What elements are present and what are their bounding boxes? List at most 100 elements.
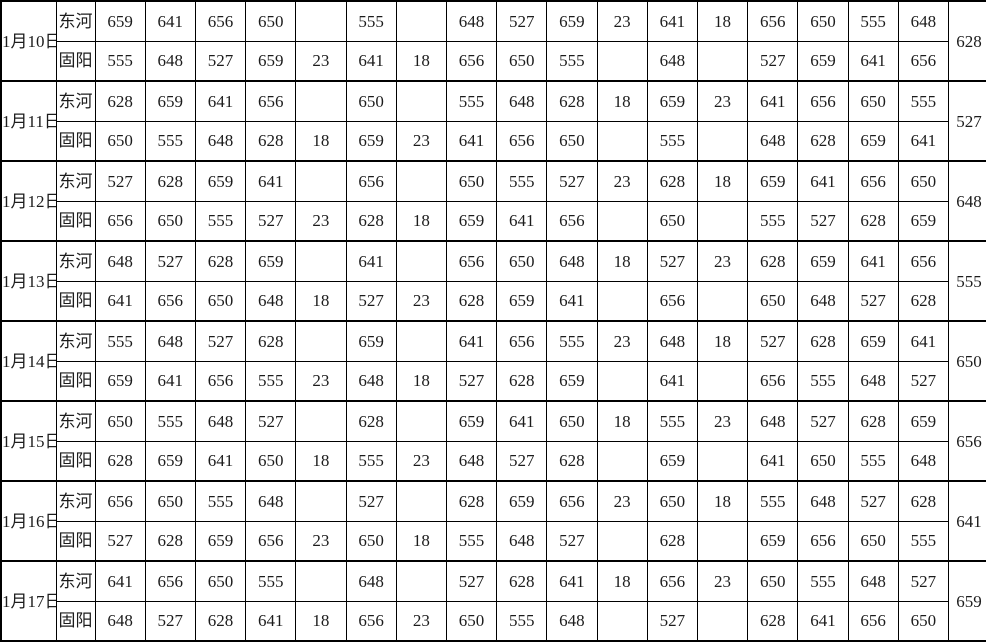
value-cell: 659 (798, 41, 848, 81)
value-cell: 648 (748, 121, 798, 161)
value-cell: 659 (246, 41, 296, 81)
value-cell: 656 (195, 1, 245, 41)
value-cell: 656 (898, 41, 948, 81)
value-cell: 648 (346, 561, 396, 601)
value-cell: 648 (647, 41, 697, 81)
value-cell: 656 (547, 201, 597, 241)
date-cell: 1月16日 (1, 481, 56, 561)
value-cell: 641 (497, 401, 547, 441)
value-cell: 23 (396, 281, 446, 321)
value-cell: 18 (697, 321, 747, 361)
site-label-cell: 固阳 (56, 521, 95, 561)
value-cell: 650 (446, 601, 496, 641)
value-cell: 23 (597, 1, 647, 41)
value-cell: 555 (497, 601, 547, 641)
value-cell: 628 (898, 481, 948, 521)
value-cell: 648 (547, 241, 597, 281)
value-cell: 527 (647, 241, 697, 281)
value-cell: 648 (95, 601, 145, 641)
value-cell: 555 (798, 561, 848, 601)
value-cell: 656 (547, 481, 597, 521)
date-cell: 1月11日 (1, 81, 56, 161)
site-label-cell: 固阳 (56, 361, 95, 401)
value-cell: 650 (748, 281, 798, 321)
value-cell: 628 (848, 401, 898, 441)
value-cell: 650 (346, 521, 396, 561)
value-cell: 659 (195, 161, 245, 201)
value-cell: 527 (647, 601, 697, 641)
site-label-cell: 固阳 (56, 281, 95, 321)
value-cell: 23 (697, 241, 747, 281)
value-cell (296, 481, 346, 521)
value-cell: 641 (446, 321, 496, 361)
value-cell: 527 (446, 361, 496, 401)
site-label-cell: 东河 (56, 481, 95, 521)
value-cell: 641 (246, 161, 296, 201)
value-cell: 18 (697, 481, 747, 521)
value-cell: 650 (145, 481, 195, 521)
value-cell (296, 161, 346, 201)
value-cell: 650 (246, 1, 296, 41)
value-cell: 641 (346, 41, 396, 81)
value-cell: 628 (195, 241, 245, 281)
value-cell: 527 (246, 201, 296, 241)
value-cell (296, 401, 346, 441)
value-cell (597, 121, 647, 161)
value-cell: 555 (898, 521, 948, 561)
value-cell: 659 (547, 361, 597, 401)
value-cell: 18 (597, 241, 647, 281)
value-cell: 527 (848, 281, 898, 321)
site-label-cell: 东河 (56, 81, 95, 121)
value-cell: 628 (346, 201, 396, 241)
site-label-cell: 固阳 (56, 601, 95, 641)
daily-total-cell: 648 (949, 161, 986, 241)
date-cell: 1月15日 (1, 401, 56, 481)
value-cell (697, 41, 747, 81)
value-cell: 23 (296, 521, 346, 561)
value-cell: 648 (647, 321, 697, 361)
value-cell: 23 (697, 81, 747, 121)
value-cell (697, 361, 747, 401)
value-cell: 628 (145, 161, 195, 201)
value-cell: 555 (145, 401, 195, 441)
value-cell: 641 (848, 241, 898, 281)
value-cell: 555 (647, 121, 697, 161)
value-cell: 650 (246, 441, 296, 481)
value-cell: 641 (647, 361, 697, 401)
value-cell: 555 (547, 41, 597, 81)
value-cell: 656 (748, 1, 798, 41)
value-cell: 641 (848, 41, 898, 81)
value-cell: 659 (346, 321, 396, 361)
value-cell: 555 (95, 41, 145, 81)
value-cell: 648 (446, 441, 496, 481)
value-cell: 656 (898, 241, 948, 281)
value-cell: 641 (246, 601, 296, 641)
value-cell: 641 (446, 121, 496, 161)
value-cell: 659 (346, 121, 396, 161)
value-cell: 659 (246, 241, 296, 281)
value-cell: 527 (748, 41, 798, 81)
value-cell: 18 (597, 561, 647, 601)
value-cell: 18 (396, 41, 446, 81)
site-label-cell: 东河 (56, 321, 95, 361)
value-cell: 641 (346, 241, 396, 281)
value-cell: 659 (95, 361, 145, 401)
site-label-cell: 固阳 (56, 121, 95, 161)
value-cell: 659 (798, 241, 848, 281)
value-cell (296, 241, 346, 281)
site-label-cell: 固阳 (56, 201, 95, 241)
value-cell: 648 (848, 361, 898, 401)
value-cell: 555 (748, 481, 798, 521)
value-cell (296, 321, 346, 361)
value-cell: 648 (246, 481, 296, 521)
value-cell: 648 (547, 601, 597, 641)
value-cell: 659 (446, 401, 496, 441)
